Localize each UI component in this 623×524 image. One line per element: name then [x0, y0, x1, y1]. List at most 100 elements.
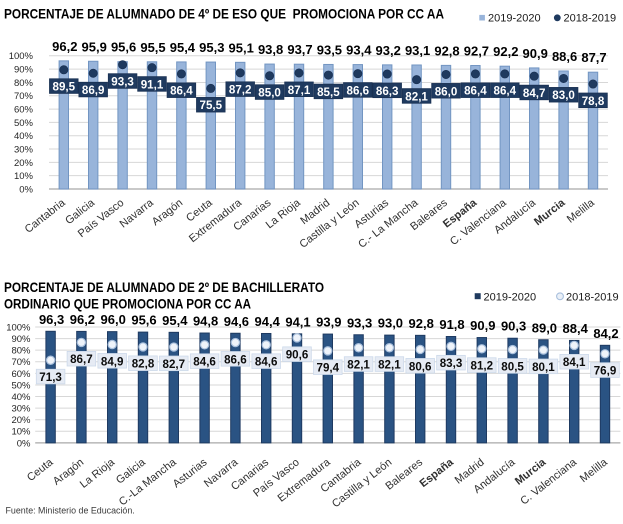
svg-text:86,3: 86,3 — [376, 85, 399, 98]
svg-text:20%: 20% — [11, 415, 31, 426]
svg-text:86,6: 86,6 — [224, 353, 247, 366]
svg-text:100%: 100% — [9, 51, 34, 62]
svg-text:80,1: 80,1 — [532, 361, 555, 374]
svg-text:80,5: 80,5 — [501, 360, 524, 373]
svg-text:82,7: 82,7 — [163, 358, 186, 371]
svg-text:94,6: 94,6 — [224, 314, 249, 329]
svg-text:94,8: 94,8 — [193, 314, 218, 329]
svg-text:90%: 90% — [14, 65, 34, 76]
svg-text:2019-2020: 2019-2020 — [488, 13, 541, 25]
svg-text:60%: 60% — [14, 104, 34, 115]
svg-text:30%: 30% — [11, 404, 31, 415]
svg-text:94,1: 94,1 — [285, 314, 310, 329]
svg-text:93,0: 93,0 — [378, 316, 403, 331]
svg-text:81,2: 81,2 — [471, 360, 494, 373]
svg-text:87,1: 87,1 — [288, 84, 311, 97]
svg-text:94,4: 94,4 — [255, 314, 281, 329]
svg-text:95,1: 95,1 — [229, 40, 254, 55]
svg-text:95,4: 95,4 — [170, 40, 196, 55]
svg-text:78,8: 78,8 — [582, 95, 605, 108]
svg-text:75,5: 75,5 — [200, 99, 223, 112]
svg-text:96,0: 96,0 — [101, 312, 126, 327]
svg-text:93,2: 93,2 — [376, 43, 401, 58]
svg-text:40%: 40% — [11, 392, 31, 403]
svg-text:88,6: 88,6 — [552, 49, 577, 64]
svg-text:92,7: 92,7 — [464, 44, 489, 59]
svg-text:2018-2019: 2018-2019 — [566, 291, 619, 303]
svg-text:93,1: 93,1 — [405, 43, 430, 58]
svg-text:86,4: 86,4 — [494, 85, 517, 98]
svg-text:93,9: 93,9 — [316, 315, 341, 330]
svg-text:90,3: 90,3 — [501, 319, 526, 334]
svg-text:86,6: 86,6 — [347, 84, 370, 97]
svg-text:90,9: 90,9 — [523, 46, 548, 61]
svg-text:92,8: 92,8 — [409, 316, 434, 331]
svg-text:71,3: 71,3 — [39, 371, 62, 384]
svg-text:76,9: 76,9 — [594, 365, 617, 378]
svg-text:50%: 50% — [11, 380, 31, 391]
svg-text:90,9: 90,9 — [470, 318, 495, 333]
svg-text:93,3: 93,3 — [111, 76, 134, 89]
svg-text:100%: 100% — [6, 322, 31, 333]
svg-text:60%: 60% — [11, 369, 31, 380]
svg-text:90,6: 90,6 — [286, 349, 309, 362]
svg-text:82,1: 82,1 — [405, 90, 428, 103]
svg-text:ORDINARIO QUE PROMOCIONA POR C: ORDINARIO QUE PROMOCIONA POR CC AA — [4, 297, 251, 312]
svg-text:96,2: 96,2 — [52, 39, 77, 54]
svg-text:95,3: 95,3 — [199, 40, 224, 55]
svg-text:87,7: 87,7 — [581, 50, 606, 65]
svg-text:93,7: 93,7 — [287, 42, 312, 57]
svg-text:2019-2020: 2019-2020 — [484, 291, 537, 303]
svg-text:82,1: 82,1 — [347, 359, 370, 372]
svg-text:84,2: 84,2 — [593, 326, 618, 341]
svg-text:93,3: 93,3 — [347, 315, 372, 330]
svg-text:0%: 0% — [19, 184, 33, 195]
svg-text:50%: 50% — [14, 118, 34, 129]
svg-text:10%: 10% — [14, 171, 34, 182]
svg-text:84,6: 84,6 — [255, 356, 278, 369]
svg-text:86,0: 86,0 — [435, 85, 458, 98]
svg-text:2018-2019: 2018-2019 — [564, 13, 617, 25]
svg-text:92,8: 92,8 — [434, 43, 459, 58]
svg-text:87,2: 87,2 — [229, 84, 252, 97]
svg-text:86,4: 86,4 — [464, 85, 487, 98]
svg-text:PORCENTAJE DE ALUMNADO DE 2º D: PORCENTAJE DE ALUMNADO DE 2º DE BACHILLE… — [4, 280, 324, 295]
svg-text:84,6: 84,6 — [193, 356, 216, 369]
svg-text:91,8: 91,8 — [439, 317, 464, 332]
svg-text:84,9: 84,9 — [101, 355, 124, 368]
svg-text:80%: 80% — [11, 346, 31, 357]
svg-text:88,4: 88,4 — [563, 321, 589, 336]
svg-text:95,5: 95,5 — [140, 40, 165, 55]
svg-text:PORCENTAJE DE ALUMNADO DE 4º D: PORCENTAJE DE ALUMNADO DE 4º DE ESO QUE … — [4, 6, 444, 21]
svg-text:91,1: 91,1 — [141, 78, 164, 91]
svg-text:93,8: 93,8 — [258, 42, 283, 57]
svg-text:90%: 90% — [11, 334, 31, 345]
svg-text:82,1: 82,1 — [378, 359, 401, 372]
svg-text:83,0: 83,0 — [552, 89, 575, 102]
svg-text:92,2: 92,2 — [493, 44, 518, 59]
svg-text:95,6: 95,6 — [111, 40, 136, 55]
svg-text:86,7: 86,7 — [70, 353, 93, 366]
svg-text:95,9: 95,9 — [82, 39, 107, 54]
svg-text:80,6: 80,6 — [409, 360, 432, 373]
svg-text:93,4: 93,4 — [346, 43, 372, 58]
svg-text:84,7: 84,7 — [523, 87, 546, 100]
svg-text:10%: 10% — [11, 427, 31, 438]
svg-text:30%: 30% — [14, 144, 34, 155]
svg-text:85,0: 85,0 — [258, 87, 281, 100]
svg-text:0%: 0% — [17, 438, 31, 449]
svg-text:89,0: 89,0 — [532, 320, 557, 335]
svg-text:80%: 80% — [14, 78, 34, 89]
svg-text:82,8: 82,8 — [132, 358, 155, 371]
svg-text:86,4: 86,4 — [170, 85, 193, 98]
svg-text:95,6: 95,6 — [131, 313, 156, 328]
svg-text:96,2: 96,2 — [70, 312, 95, 327]
svg-text:20%: 20% — [14, 158, 34, 169]
svg-text:89,5: 89,5 — [53, 81, 76, 94]
svg-text:70%: 70% — [11, 357, 31, 368]
svg-text:84,1: 84,1 — [563, 356, 586, 369]
svg-text:95,4: 95,4 — [162, 313, 188, 328]
svg-text:79,4: 79,4 — [317, 362, 340, 375]
svg-text:96,3: 96,3 — [39, 312, 64, 327]
svg-text:Fuente: Ministerio de Educació: Fuente: Ministerio de Educación. — [6, 505, 135, 515]
